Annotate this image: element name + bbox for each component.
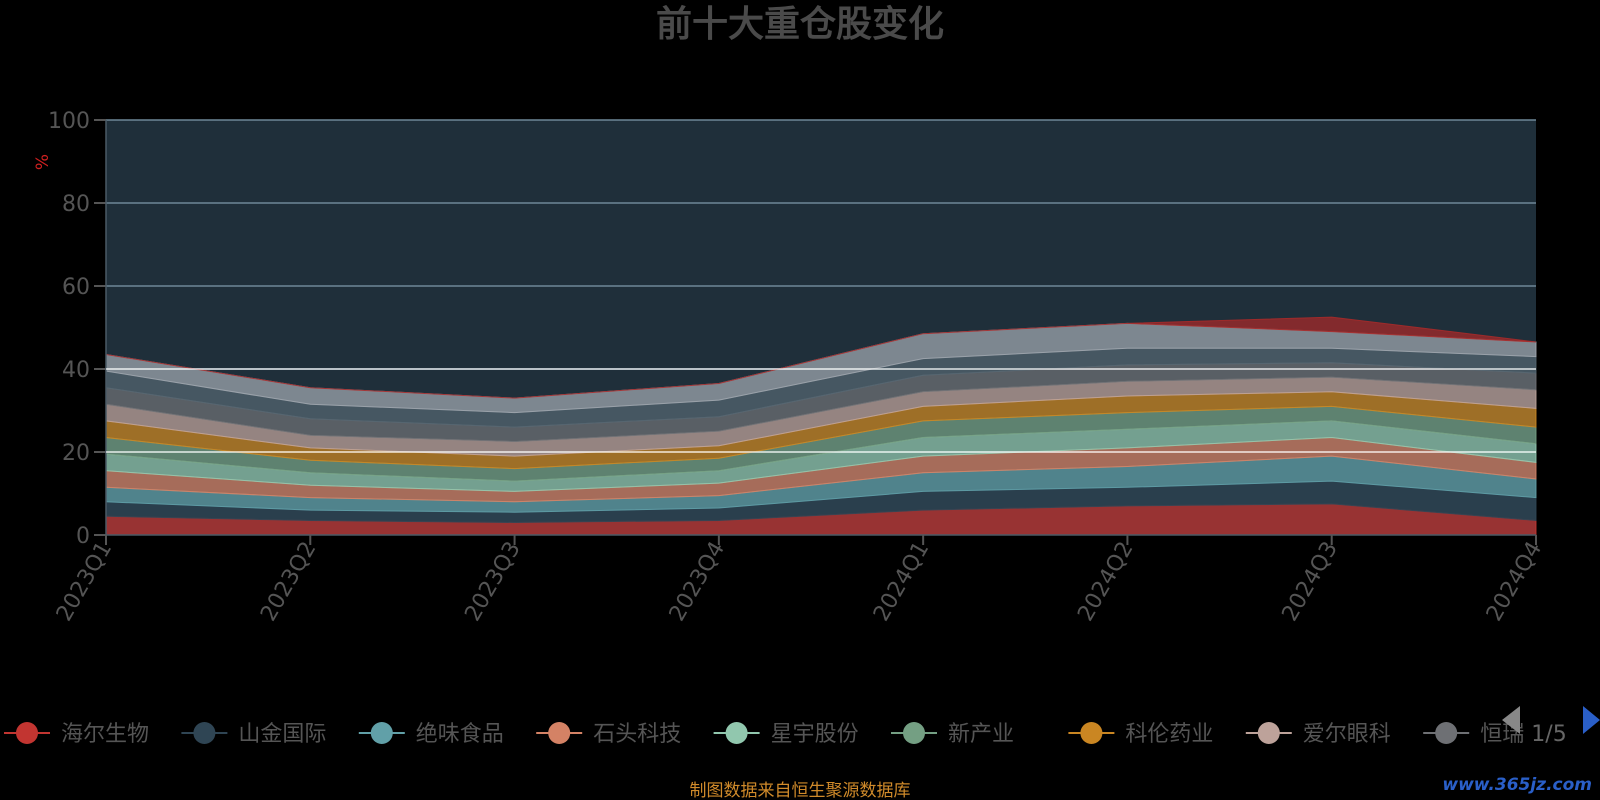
legend-marker-icon	[548, 722, 571, 744]
legend-marker-icon	[370, 722, 393, 744]
y-tick-label: 60	[62, 275, 90, 300]
y-tick-label: 40	[62, 358, 90, 383]
y-tick-label: 20	[62, 441, 90, 466]
legend-page-indicator: 1/5	[1531, 722, 1566, 747]
legend-item[interactable]: 新产业	[891, 722, 1014, 747]
watermark: www.365jz.com	[1442, 775, 1592, 795]
x-tick-label: 2023Q2	[256, 538, 321, 626]
legend-label: 新产业	[948, 722, 1014, 747]
legend-item[interactable]: 恒瑞	[1423, 722, 1524, 747]
x-tick-label: 2024Q4	[1482, 538, 1547, 626]
y-tick-label: 80	[62, 192, 90, 217]
legend-label: 科伦药业	[1125, 722, 1213, 747]
legend-label: 爱尔眼科	[1303, 722, 1391, 747]
legend-next-icon[interactable]	[1583, 706, 1600, 734]
legend-marker-icon	[1080, 722, 1103, 744]
legend-marker-icon	[1435, 722, 1458, 744]
legend-label: 石头科技	[593, 722, 681, 747]
legend-item[interactable]: 石头科技	[536, 722, 681, 747]
legend-item[interactable]: 星宇股份	[713, 722, 859, 747]
x-tick-label: 2024Q3	[1278, 538, 1343, 626]
data-source-note: 制图数据来自恒生聚源数据库	[690, 781, 911, 800]
area-series-11[interactable]	[105, 316, 1537, 399]
legend-label: 绝味食品	[416, 722, 504, 747]
x-tick-label: 2023Q3	[460, 538, 525, 626]
legend-item[interactable]: 绝味食品	[358, 722, 504, 747]
legend-item[interactable]: 爱尔眼科	[1245, 722, 1391, 747]
x-tick-label: 2023Q4	[665, 538, 730, 626]
legend-marker-icon	[16, 722, 38, 744]
legend-prev-icon[interactable]	[1502, 706, 1520, 734]
y-tick-label: 100	[48, 109, 90, 134]
legend-item[interactable]: 山金国际	[181, 722, 326, 747]
y-tick-label: 0	[76, 524, 90, 549]
legend-item[interactable]: 海尔生物	[4, 722, 149, 747]
legend-marker-icon	[903, 722, 925, 744]
legend: 海尔生物 山金国际 绝味食品 石头科技 星宇股份 新产业 科伦药业 爱尔眼科 恒瑞	[4, 722, 1524, 747]
legend-label: 海尔生物	[61, 722, 149, 747]
legend-marker-icon	[193, 722, 216, 744]
stacked-areas	[105, 316, 1537, 536]
x-tick-label: 2024Q1	[869, 538, 934, 626]
legend-pager[interactable]: 1/5	[1502, 706, 1600, 747]
x-tick-label: 2024Q2	[1073, 538, 1138, 626]
legend-item[interactable]: 科伦药业	[1068, 722, 1213, 747]
legend-label: 星宇股份	[771, 722, 859, 747]
legend-marker-icon	[725, 722, 748, 744]
legend-label: 山金国际	[238, 722, 326, 747]
legend-marker-icon	[1257, 722, 1280, 744]
chart-title: 前十大重仓股变化	[656, 3, 944, 45]
y-axis-unit: %	[33, 154, 53, 170]
x-tick-label: 2023Q1	[52, 538, 117, 626]
